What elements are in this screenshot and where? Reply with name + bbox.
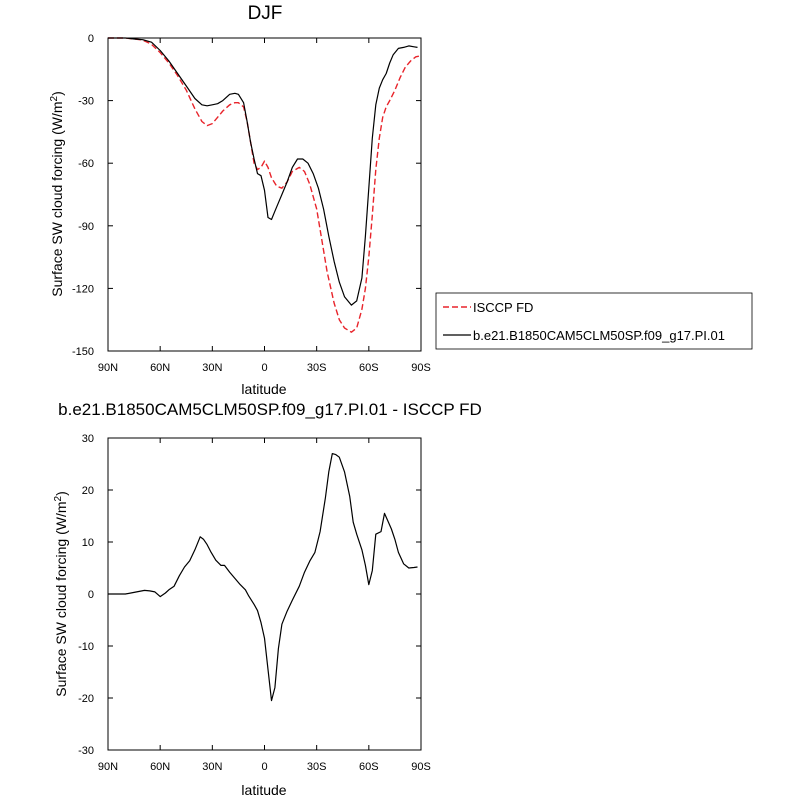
legend-label-model: b.e21.B1850CAM5CLM50SP.f09_g17.PI.01 bbox=[473, 328, 725, 343]
bottom-series-line-0 bbox=[108, 454, 418, 701]
top-y-tick-label: -30 bbox=[78, 96, 94, 108]
top-y-tick-label: -120 bbox=[72, 283, 94, 295]
bottom-y-tick-label: -30 bbox=[78, 745, 94, 757]
bottom-x-tick-label: 30N bbox=[202, 761, 222, 773]
bottom-y-tick-label: 20 bbox=[82, 485, 94, 497]
top-x-tick-label: 60S bbox=[359, 362, 379, 374]
bottom-plot-frame bbox=[108, 438, 421, 750]
bottom-y-tick-label: -10 bbox=[78, 641, 94, 653]
bottom-y-tick-label: 10 bbox=[82, 537, 94, 549]
top-x-tick-label: 30S bbox=[307, 362, 327, 374]
bottom-y-tick-label: 30 bbox=[82, 433, 94, 445]
top-y-tick-label: -150 bbox=[72, 346, 94, 358]
top-y-tick-label: 0 bbox=[88, 33, 94, 45]
bottom-x-tick-label: 30S bbox=[307, 761, 327, 773]
bottom-x-tick-label: 90S bbox=[411, 761, 431, 773]
bottom-y-axis-label: Surface SW cloud forcing (W/m2) bbox=[53, 491, 69, 697]
top-x-tick-label: 90S bbox=[411, 362, 431, 374]
top-x-tick-label: 0 bbox=[261, 362, 267, 374]
top-y-axis-label: Surface SW cloud forcing (W/m2) bbox=[49, 91, 65, 297]
bottom-y-tick-label: 0 bbox=[88, 589, 94, 601]
bottom-x-tick-label: 0 bbox=[261, 761, 267, 773]
bottom-panel: b.e21.B1850CAM5CLM50SP.f09_g17.PI.01 - I… bbox=[53, 400, 482, 798]
bottom-x-axis-label: latitude bbox=[241, 782, 286, 798]
top-x-tick-label: 60N bbox=[150, 362, 170, 374]
bottom-x-tick-label: 90N bbox=[98, 761, 118, 773]
top-series-line-0 bbox=[108, 38, 421, 332]
bottom-x-tick-label: 60N bbox=[150, 761, 170, 773]
top-x-ticks: 90N 60N 30N 0 30S 60S 90S bbox=[98, 38, 431, 374]
top-series-lines bbox=[108, 38, 421, 332]
top-panel: DJF 90N 60N 30N 0 30S 60S 90S 0 -30 -60 -90 -120 -1… bbox=[49, 3, 752, 397]
top-y-tick-label: -90 bbox=[78, 221, 94, 233]
top-y-tick-label: -60 bbox=[78, 158, 94, 170]
bottom-series-lines bbox=[108, 454, 418, 701]
top-x-tick-label: 90N bbox=[98, 362, 118, 374]
top-x-axis-label: latitude bbox=[241, 381, 286, 397]
bottom-chart-title: b.e21.B1850CAM5CLM50SP.f09_g17.PI.01 - I… bbox=[58, 400, 482, 419]
legend-label-isccp: ISCCP FD bbox=[473, 300, 533, 315]
top-chart-title: DJF bbox=[248, 3, 283, 24]
bottom-x-ticks: 90N 60N 30N 0 30S 60S 90S bbox=[98, 438, 431, 773]
bottom-y-ticks: 30 20 10 0 -10 -20 -30 bbox=[78, 433, 421, 757]
bottom-x-tick-label: 60S bbox=[359, 761, 379, 773]
top-legend: ISCCP FD b.e21.B1850CAM5CLM50SP.f09_g17.… bbox=[436, 293, 752, 349]
top-x-tick-label: 30N bbox=[202, 362, 222, 374]
bottom-y-tick-label: -20 bbox=[78, 693, 94, 705]
top-series-line-1 bbox=[108, 38, 418, 305]
